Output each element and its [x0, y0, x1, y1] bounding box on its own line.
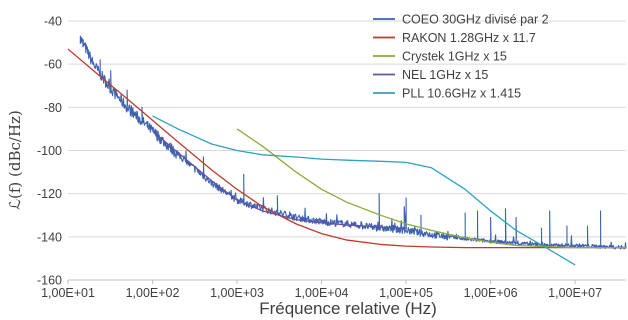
legend-label-1: COEO 30GHz divisé par 2 — [402, 13, 549, 27]
grid — [68, 20, 626, 281]
plot-series — [67, 35, 627, 266]
legend-label-2: RAKON 1.28GHz x 11.7 — [402, 31, 536, 45]
x-tick-label: 1,00E+06 — [464, 286, 518, 300]
x-tick-label: 1,00E+04 — [295, 286, 349, 300]
y-tick-label: -80 — [44, 101, 62, 115]
x-tick-label: 1,00E+07 — [548, 286, 602, 300]
x-tick-label: 1,00E+03 — [210, 286, 264, 300]
y-tick-label: -40 — [44, 15, 62, 29]
series-line-1 — [79, 35, 627, 250]
x-axis: 1,00E+01 1,00E+02 1,00E+03 1,00E+04 1,00E+05… — [41, 279, 626, 300]
y-tick-label: -60 — [44, 58, 62, 72]
series-line-4 — [152, 130, 407, 229]
series-line-5 — [152, 115, 576, 266]
y-axis: -160 -140 -120 -100 -80 -60 -40 — [37, 15, 62, 288]
y-tick-label: -100 — [37, 144, 62, 158]
x-axis-title: Fréquence relative (Hz) — [259, 299, 437, 318]
legend-label-4: NEL 1GHz x 15 — [402, 68, 488, 82]
y-tick-label: -140 — [37, 230, 62, 244]
series-line-2 — [67, 48, 626, 249]
x-tick-label: 1,00E+02 — [126, 286, 180, 300]
y-axis-title: ℒ(f) (dBc/Hz) — [6, 110, 24, 210]
y-tick-label: -120 — [37, 187, 62, 201]
x-tick-label: 1,00E+05 — [379, 286, 433, 300]
series-line-3 — [236, 128, 626, 249]
legend: COEO 30GHz divisé par 2 RAKON 1.28GHz x 1… — [373, 13, 549, 101]
legend-label-5: PLL 10.6GHz x 1.415 — [402, 87, 521, 101]
y-tick-label: -160 — [37, 274, 62, 288]
legend-label-3: Crystek 1GHz x 15 — [402, 50, 507, 64]
x-tick-label: 1,00E+01 — [41, 286, 95, 300]
